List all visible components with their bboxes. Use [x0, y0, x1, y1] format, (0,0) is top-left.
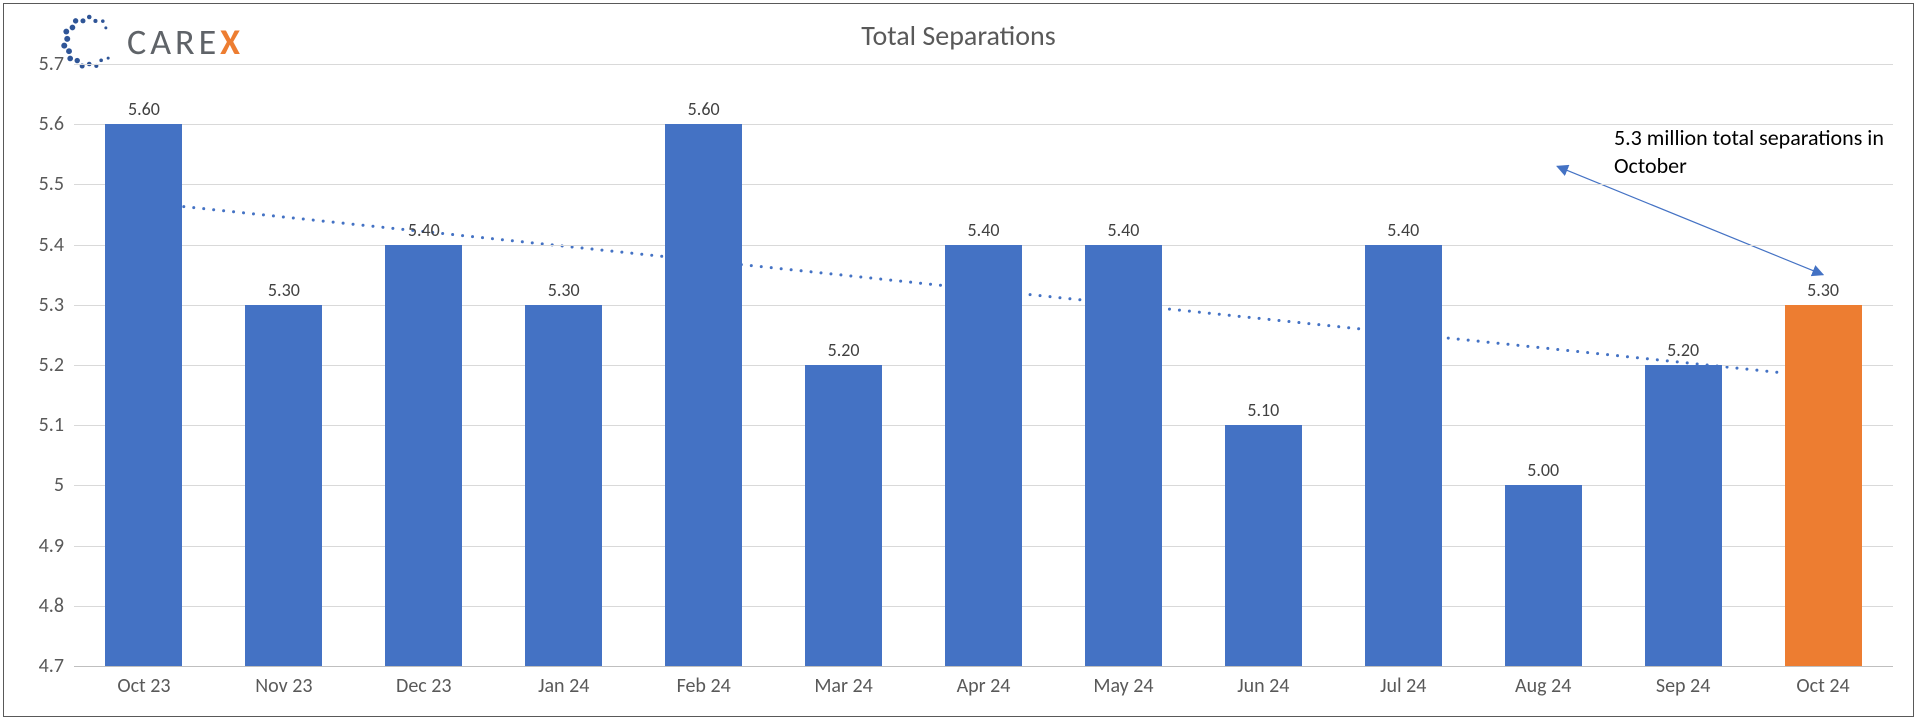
- annotation-label: 5.3 million total separations inOctober: [1614, 124, 1884, 179]
- bar-value-label: 5.40: [408, 219, 440, 245]
- chart-frame: CAREX Total Separations 4.74.84.955.15.2…: [3, 3, 1914, 717]
- y-tick-label: 5.2: [39, 353, 74, 377]
- bar-value-label: 5.20: [828, 339, 860, 365]
- x-tick-label: Mar 24: [814, 666, 872, 698]
- bar-value-label: 5.10: [1247, 399, 1279, 425]
- bar: [805, 365, 882, 666]
- bar-value-label: 5.40: [968, 219, 1000, 245]
- bar: [1505, 485, 1582, 666]
- bar-value-label: 5.40: [1107, 219, 1139, 245]
- y-tick-label: 5.5: [39, 172, 74, 196]
- x-tick-label: Oct 23: [117, 666, 170, 698]
- x-tick-label: Oct 24: [1796, 666, 1849, 698]
- y-tick-label: 5.4: [39, 233, 74, 257]
- bar-value-label: 5.40: [1387, 219, 1419, 245]
- x-tick-label: Nov 23: [255, 666, 312, 698]
- bar: [525, 305, 602, 666]
- bar: [945, 245, 1022, 666]
- bar-value-label: 5.30: [548, 279, 580, 305]
- gridline: [74, 184, 1893, 185]
- x-tick-label: Jun 24: [1237, 666, 1289, 698]
- x-tick-label: Dec 23: [396, 666, 452, 698]
- chart-title: Total Separations: [4, 18, 1913, 53]
- x-tick-label: Feb 24: [677, 666, 731, 698]
- y-tick-label: 5.6: [39, 112, 74, 136]
- bar-value-label: 5.30: [268, 279, 300, 305]
- bar-value-label: 5.20: [1667, 339, 1699, 365]
- bar: [1645, 365, 1722, 666]
- bar: [1785, 305, 1862, 666]
- bar: [665, 124, 742, 666]
- annotation-line-2: October: [1614, 152, 1884, 180]
- bar: [1365, 245, 1442, 666]
- bar: [245, 305, 322, 666]
- gridline: [74, 64, 1893, 65]
- bar: [105, 124, 182, 666]
- bar-value-label: 5.00: [1527, 459, 1559, 485]
- x-tick-label: Aug 24: [1515, 666, 1571, 698]
- x-tick-label: Jan 24: [538, 666, 589, 698]
- x-tick-label: Sep 24: [1656, 666, 1710, 698]
- y-tick-label: 5.3: [39, 293, 74, 317]
- x-tick-label: Apr 24: [957, 666, 1011, 698]
- y-tick-label: 5: [54, 473, 74, 497]
- annotation-line-1: 5.3 million total separations in: [1614, 124, 1884, 152]
- y-tick-label: 5.7: [39, 52, 74, 76]
- x-tick-label: Jul 24: [1380, 666, 1426, 698]
- y-tick-label: 4.9: [39, 534, 74, 558]
- plot-area: 4.74.84.955.15.25.35.45.55.65.7Oct 235.6…: [74, 64, 1893, 666]
- x-tick-label: May 24: [1093, 666, 1153, 698]
- bar: [1225, 425, 1302, 666]
- bar-value-label: 5.30: [1807, 279, 1839, 305]
- y-tick-label: 4.7: [39, 654, 74, 678]
- bar: [1085, 245, 1162, 666]
- bar-value-label: 5.60: [688, 98, 720, 124]
- y-tick-label: 5.1: [39, 413, 74, 437]
- bar: [385, 245, 462, 666]
- y-tick-label: 4.8: [39, 594, 74, 618]
- bar-value-label: 5.60: [128, 98, 160, 124]
